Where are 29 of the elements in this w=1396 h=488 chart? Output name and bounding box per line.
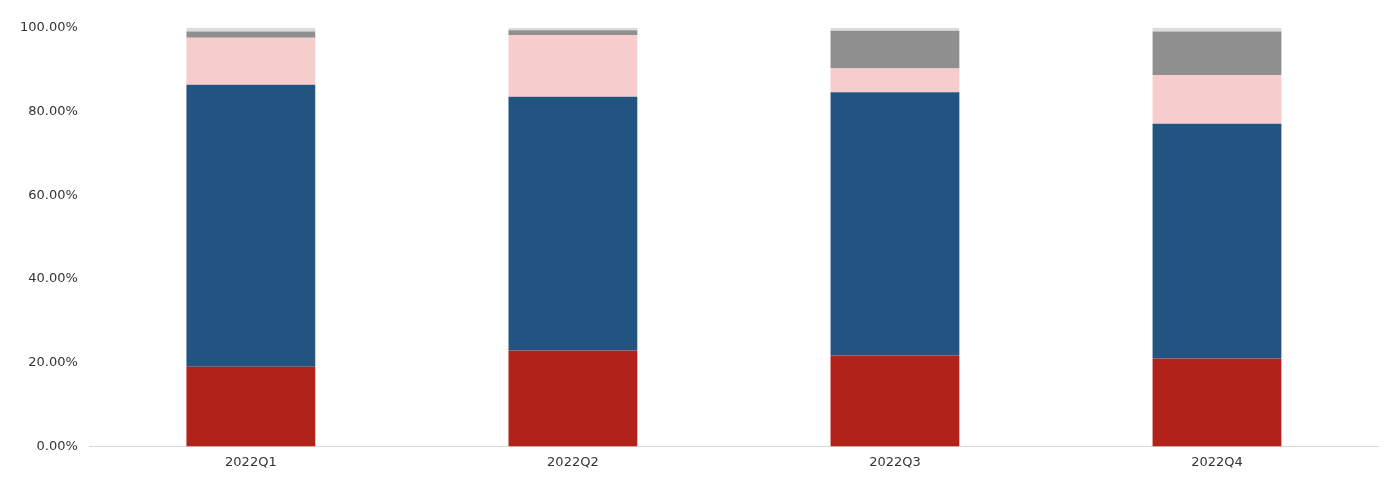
y-tick-label: 100.00% [20,19,78,35]
y-tick-label: 60.00% [28,186,78,202]
bar [186,27,316,32]
bar [1152,27,1282,32]
bar [508,30,638,35]
bar [1152,123,1282,359]
bar [1152,31,1282,76]
bar [830,68,960,93]
y-tick-label: 80.00% [28,102,78,118]
bar [186,37,316,85]
x-tick-label: 2022Q4 [1191,453,1243,469]
bar [186,31,316,38]
y-tick-label: 40.00% [28,270,78,286]
bar [1152,75,1282,124]
bar [830,92,960,356]
bar [1152,358,1282,447]
bar [830,27,960,31]
y-tick-label: 0.00% [36,437,78,453]
bar [508,34,638,97]
bar [186,366,316,447]
bar [830,30,960,69]
bar [508,350,638,447]
bar [508,96,638,351]
x-tick-label: 2022Q1 [225,453,277,469]
y-tick-label: 20.00% [28,354,78,370]
bar [830,355,960,447]
x-tick-label: 2022Q3 [869,453,921,469]
bar [186,84,316,367]
x-tick-label: 2022Q2 [547,453,599,469]
